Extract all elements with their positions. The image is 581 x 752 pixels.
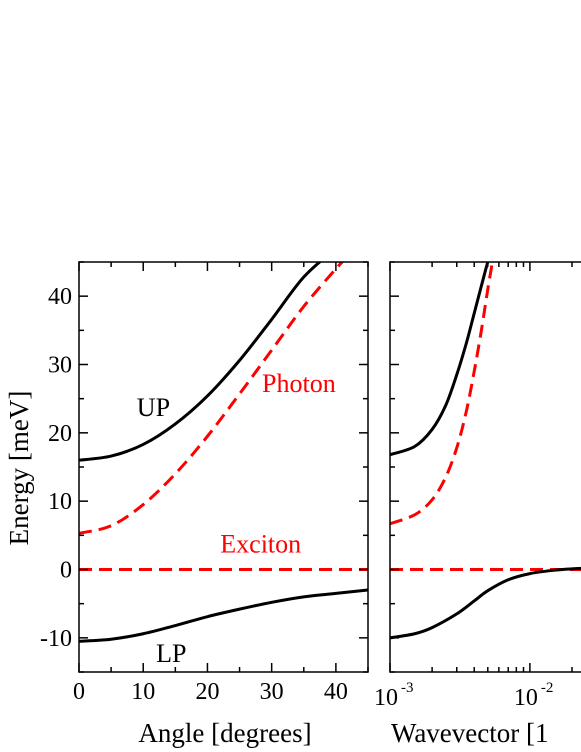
series-line-1 xyxy=(390,262,490,457)
x-tick-label: 30 xyxy=(260,679,284,705)
y-tick-label: 30 xyxy=(48,353,72,379)
y-tick-label: 10 xyxy=(48,489,72,515)
x-axis-title-right: Wavevector [1 xyxy=(391,718,549,748)
series-line-4 xyxy=(390,566,581,640)
x-tick-label: 20 xyxy=(195,679,219,705)
right-panel: 10 -3 10 -2 xyxy=(374,261,581,711)
y-axis-title: Energy [meV] xyxy=(4,391,34,546)
x-tick-exponent: -2 xyxy=(541,680,554,696)
annotation-up: UP xyxy=(137,393,170,422)
x-tick-label: 10 xyxy=(374,685,398,711)
series-line-lp xyxy=(79,588,368,643)
x-tick-label: 0 xyxy=(73,679,85,705)
x-axis-title-left: Angle [degrees] xyxy=(138,718,311,748)
annotation-lp: LP xyxy=(156,639,186,668)
plot-frame xyxy=(78,261,369,673)
y-tick-label: -10 xyxy=(40,626,72,652)
left-panel: -10 0 10 20 30 40 0 10 20 30 40 UP Photon Exciton LP xyxy=(40,261,369,705)
series-line-2 xyxy=(390,262,494,526)
y-tick-label: 40 xyxy=(48,284,72,310)
y-tick-label: 0 xyxy=(60,558,72,584)
annotation-photon: Photon xyxy=(262,369,336,398)
plot-frame xyxy=(389,261,581,673)
series-line-up xyxy=(79,262,322,462)
x-tick-exponent: -3 xyxy=(401,680,414,696)
x-tick-label: 40 xyxy=(324,679,348,705)
x-tick-label: 10 xyxy=(514,685,538,711)
y-tick-label: 20 xyxy=(48,421,72,447)
x-tick-label: 10 xyxy=(131,679,155,705)
series-line-photon xyxy=(79,262,345,535)
annotation-exciton: Exciton xyxy=(220,529,301,558)
